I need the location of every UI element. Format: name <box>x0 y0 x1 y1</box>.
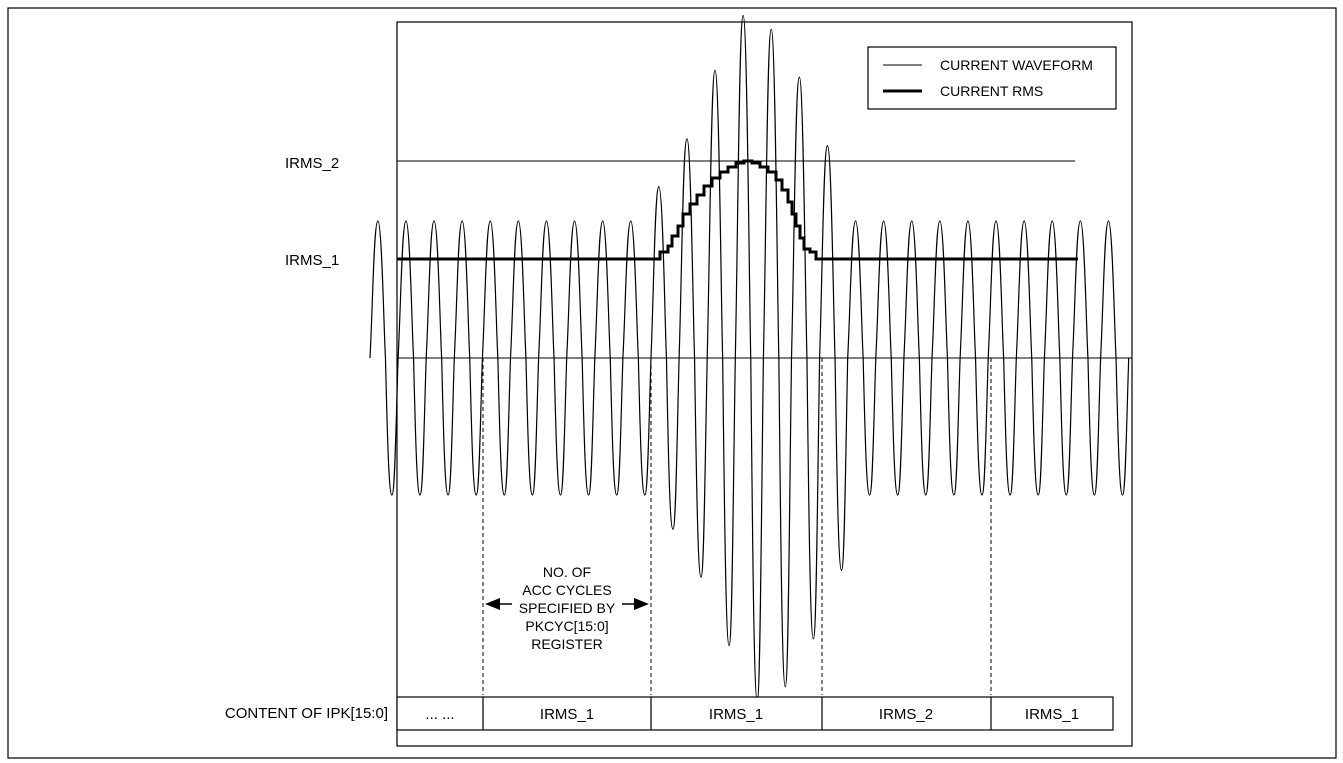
annotation-line-2: ACC CYCLES <box>522 582 611 598</box>
arrow-right-head <box>634 598 649 610</box>
current-rms <box>397 159 1078 261</box>
legend-rms-label: CURRENT RMS <box>940 83 1043 99</box>
register-box <box>396 696 1114 731</box>
annotation-line-4: PKCYC[15:0] <box>525 618 608 634</box>
register-cell-0: ... ... <box>425 706 454 723</box>
outer-border <box>7 7 1337 759</box>
current-waveform <box>369 14 1130 702</box>
register-cell-3: IRMS_2 <box>879 706 933 723</box>
register-cell-2: IRMS_1 <box>709 706 763 723</box>
legend-box <box>867 46 1117 110</box>
irms1-level-label: IRMS_1 <box>285 252 339 269</box>
legend: CURRENT WAVEFORM CURRENT RMS <box>867 46 1117 110</box>
register-row-label: CONTENT OF IPK[15:0] <box>225 705 388 722</box>
irms2-level-label: IRMS_2 <box>285 155 339 172</box>
arrow-left-head <box>485 598 500 610</box>
annotation-line-5: REGISTER <box>531 636 603 652</box>
register-cell-1: IRMS_1 <box>540 706 594 723</box>
legend-waveform-label: CURRENT WAVEFORM <box>940 57 1093 73</box>
annotation-line-3: SPECIFIED BY <box>519 600 616 616</box>
pkcyc-annotation: NO. OF ACC CYCLES SPECIFIED BY PKCYC[15:… <box>485 564 649 652</box>
plot-frame <box>396 21 1133 747</box>
annotation-line-1: NO. OF <box>543 564 591 580</box>
register-row: CONTENT OF IPK[15:0] ... ... IRMS_1 IRMS… <box>225 696 1114 731</box>
dashed-separators <box>482 358 992 695</box>
register-cell-4: IRMS_1 <box>1025 706 1079 723</box>
